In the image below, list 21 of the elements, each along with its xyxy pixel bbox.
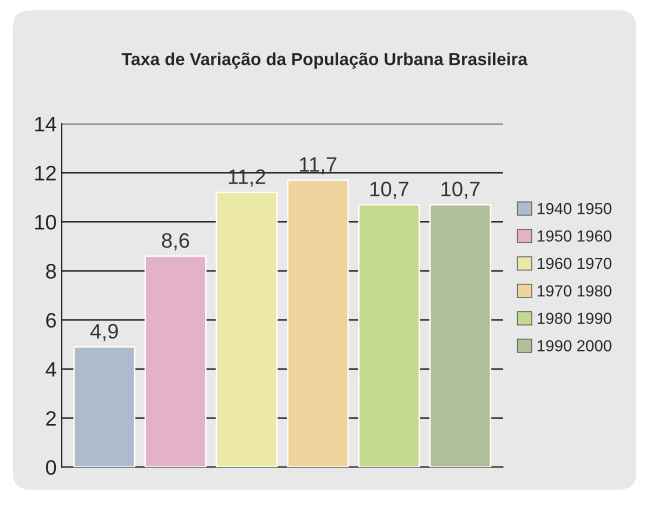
y-tick-label: 6 xyxy=(46,312,56,328)
y-tick-label: 14 xyxy=(35,116,56,132)
y-tick-label: 12 xyxy=(35,166,56,180)
legend-label: 1940 1950 xyxy=(538,202,612,214)
data-label: 4,9 xyxy=(90,324,118,342)
chart-title: Taxa de Variação da População Urbana Brasileira xyxy=(122,52,528,69)
y-tick-label: 8 xyxy=(46,264,56,279)
y-tick-label: 10 xyxy=(35,214,56,230)
data-label: 8,6 xyxy=(162,233,190,250)
data-label: 11,2 xyxy=(228,169,266,187)
data-label: 11,7 xyxy=(300,157,336,174)
y-tick-label: 4 xyxy=(46,362,56,377)
legend-label: 1990 2000 xyxy=(538,340,612,352)
y-tick-label: 2 xyxy=(46,411,56,426)
y-tick-label: 0 xyxy=(46,460,56,475)
legend-label: 1980 1990 xyxy=(538,312,612,324)
data-label: 10,7 xyxy=(370,182,408,199)
legend-label: 1960 1970 xyxy=(538,258,612,270)
legend-label: 1970 1980 xyxy=(538,285,612,297)
data-label: 10,7 xyxy=(442,182,480,199)
legend-label: 1950 1960 xyxy=(538,230,612,242)
